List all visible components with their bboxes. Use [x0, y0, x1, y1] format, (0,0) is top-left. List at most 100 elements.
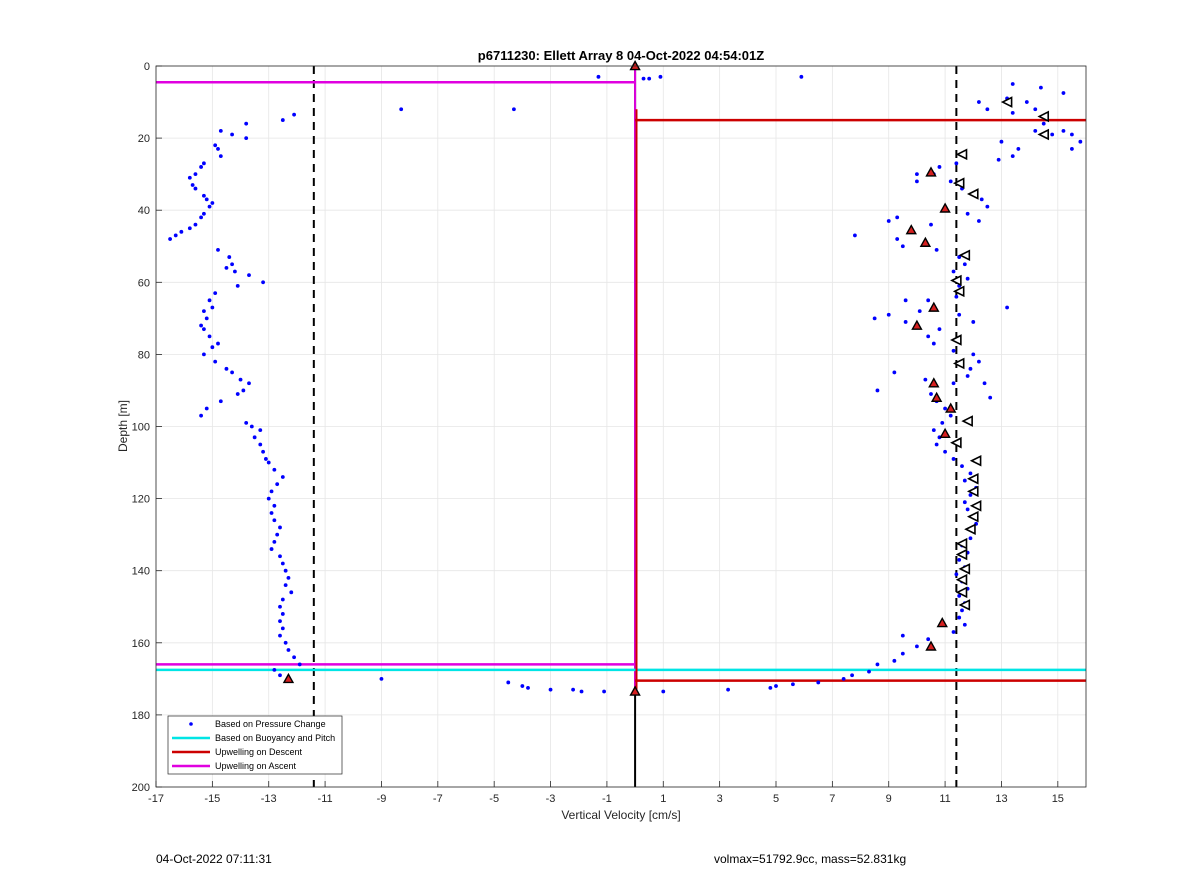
- pressure-change-point: [278, 633, 282, 638]
- x-tick-label: 7: [829, 793, 835, 805]
- pressure-change-point: [816, 680, 821, 685]
- pressure-change-point: [915, 179, 919, 184]
- pressure-change-point: [962, 262, 967, 267]
- pressure-change-point: [1010, 110, 1015, 115]
- ascent-marker: [1037, 128, 1050, 141]
- pressure-change-point: [841, 676, 846, 681]
- pressure-change-point: [951, 348, 956, 353]
- pressure-change-point: [213, 359, 218, 364]
- descent-marker: [905, 224, 917, 235]
- pressure-change-point: [269, 489, 274, 494]
- descent-marker: [945, 402, 957, 413]
- pressure-change-point: [506, 680, 511, 685]
- descent-marker: [928, 377, 940, 388]
- pressure-change-point: [286, 648, 291, 652]
- legend-label-buoyancy: Based on Buoyancy and Pitch: [215, 733, 335, 743]
- pressure-change-point: [875, 662, 880, 667]
- pressure-change-point: [954, 294, 959, 299]
- y-tick-label: 0: [144, 61, 150, 73]
- x-tick-label: -11: [318, 793, 333, 805]
- pressure-change-point: [988, 395, 993, 400]
- pressure-change-point: [934, 442, 939, 447]
- ascent-marker: [955, 148, 968, 161]
- pressure-change-point: [1041, 121, 1046, 126]
- pressure-change-point: [977, 359, 981, 364]
- x-tick-label: -9: [377, 793, 387, 805]
- pressure-change-point: [937, 327, 942, 332]
- pressure-change-point: [917, 309, 922, 314]
- pressure-change-point: [1016, 147, 1021, 151]
- descent-marker: [629, 685, 641, 696]
- ascent-marker: [1000, 96, 1013, 108]
- pressure-change-point: [272, 539, 277, 544]
- y-axis-label: Depth [m]: [116, 400, 130, 452]
- pressure-change-point: [965, 507, 970, 512]
- pressure-change-point: [1061, 91, 1066, 95]
- pressure-change-point: [726, 687, 730, 692]
- pressure-change-point: [1061, 128, 1066, 133]
- x-tick-label: -17: [148, 793, 164, 805]
- pressure-change-point: [968, 536, 973, 541]
- pressure-change-point: [968, 366, 973, 371]
- pressure-change-point: [931, 341, 936, 346]
- ascent-marker: [950, 436, 962, 449]
- pressure-change-point: [216, 147, 220, 151]
- pressure-change-point: [658, 74, 663, 79]
- pressure-change-point: [168, 237, 172, 241]
- pressure-change-point: [399, 107, 404, 112]
- pressure-change-point: [283, 568, 288, 573]
- y-tick-label: 180: [132, 710, 150, 722]
- ascent-marker: [958, 563, 971, 575]
- pressure-change-point: [187, 175, 192, 180]
- legend-label-pressure: Based on Pressure Change: [215, 719, 326, 729]
- pressure-change-point: [379, 676, 384, 681]
- y-tick-label: 120: [132, 494, 150, 506]
- plot-area: [155, 60, 1087, 788]
- descent-marker: [930, 391, 943, 402]
- pressure-change-point: [230, 132, 234, 137]
- pressure-change-point: [204, 406, 209, 411]
- pressure-change-point: [872, 316, 877, 321]
- pressure-change-point: [903, 298, 908, 303]
- ascent-marker: [955, 586, 968, 599]
- pressure-change-point: [985, 204, 990, 209]
- pressure-change-point: [213, 143, 218, 148]
- ascent-marker: [952, 285, 965, 298]
- pressure-change-point: [526, 685, 530, 690]
- pressure-change-point: [241, 388, 246, 393]
- pressure-change-point: [244, 121, 249, 126]
- x-axis-label: Vertical Velocity [cm/s]: [561, 808, 680, 822]
- descent-marker: [939, 427, 951, 439]
- pressure-change-point: [968, 493, 973, 497]
- pressure-change-point: [292, 112, 296, 117]
- y-tick-label: 20: [138, 133, 150, 145]
- pressure-change-point: [207, 334, 212, 339]
- pressure-change-point: [216, 341, 220, 346]
- pressure-change-points: [168, 74, 1083, 694]
- pressure-change-point: [895, 237, 900, 241]
- pressure-change-point: [596, 74, 601, 79]
- pressure-change-point: [886, 312, 891, 317]
- pressure-change-point: [957, 312, 962, 317]
- descent-marker: [939, 202, 951, 213]
- ascent-marker: [952, 177, 965, 189]
- pressure-change-point: [258, 442, 263, 447]
- descent-marker: [936, 617, 948, 628]
- pressure-change-point: [258, 428, 263, 433]
- pressure-change-point: [948, 179, 953, 184]
- pressure-change-point: [1010, 82, 1015, 86]
- pressure-change-point: [244, 136, 249, 141]
- ascent-marker: [955, 537, 968, 550]
- pressure-change-point: [957, 255, 962, 259]
- ascent-marker: [961, 415, 973, 427]
- pressure-change-point: [957, 557, 962, 562]
- pressure-change-point: [799, 74, 804, 79]
- pressure-change-point: [264, 457, 268, 461]
- pressure-change-point: [977, 219, 981, 223]
- pressure-change-point: [207, 204, 212, 209]
- y-tick-label: 60: [138, 277, 150, 289]
- pressure-change-point: [218, 399, 223, 404]
- x-tick-label: 5: [773, 793, 779, 805]
- ascent-marker: [966, 485, 979, 498]
- pressure-change-point: [280, 118, 285, 122]
